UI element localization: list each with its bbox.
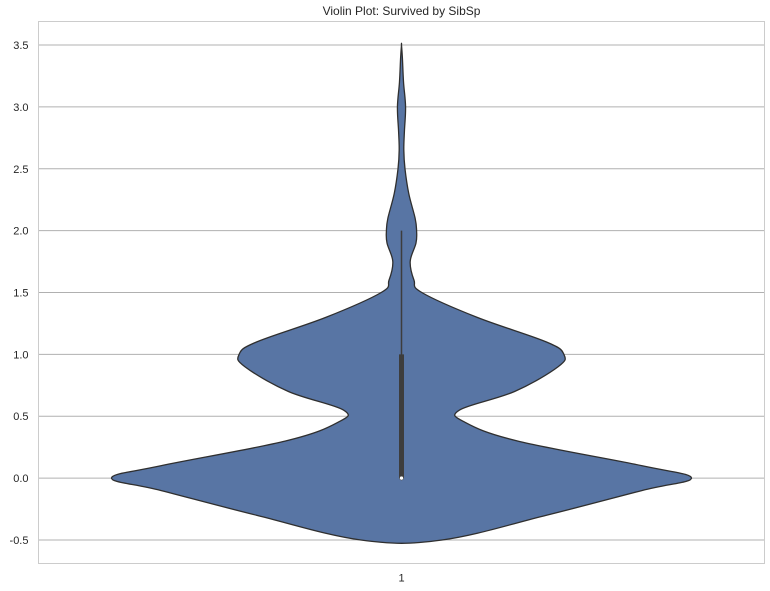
plot-frame bbox=[38, 21, 765, 564]
violin-iqr-box bbox=[399, 354, 404, 479]
y-tick-label: 0.5 bbox=[13, 411, 28, 423]
y-axis-ticks: -0.5 0.0 0.5 1.0 1.5 2.0 2.5 3.0 3.5 bbox=[10, 40, 29, 547]
x-tick-label: 1 bbox=[398, 573, 404, 585]
y-tick-label: -0.5 bbox=[10, 535, 29, 547]
y-tick-label: 2.0 bbox=[13, 226, 28, 238]
violins bbox=[110, 42, 693, 544]
y-tick-label: 3.0 bbox=[13, 102, 28, 114]
y-tick-label: 3.5 bbox=[13, 40, 28, 52]
y-tick-label: 1.5 bbox=[13, 288, 28, 300]
x-axis-ticks: 1 bbox=[398, 573, 404, 585]
y-tick-label: 1.0 bbox=[13, 349, 28, 361]
violin-median-marker bbox=[399, 475, 404, 481]
y-tick-label: 0.0 bbox=[13, 473, 28, 485]
chart-title: Violin Plot: Survived by SibSp bbox=[323, 4, 481, 18]
y-tick-label: 2.5 bbox=[13, 164, 28, 176]
